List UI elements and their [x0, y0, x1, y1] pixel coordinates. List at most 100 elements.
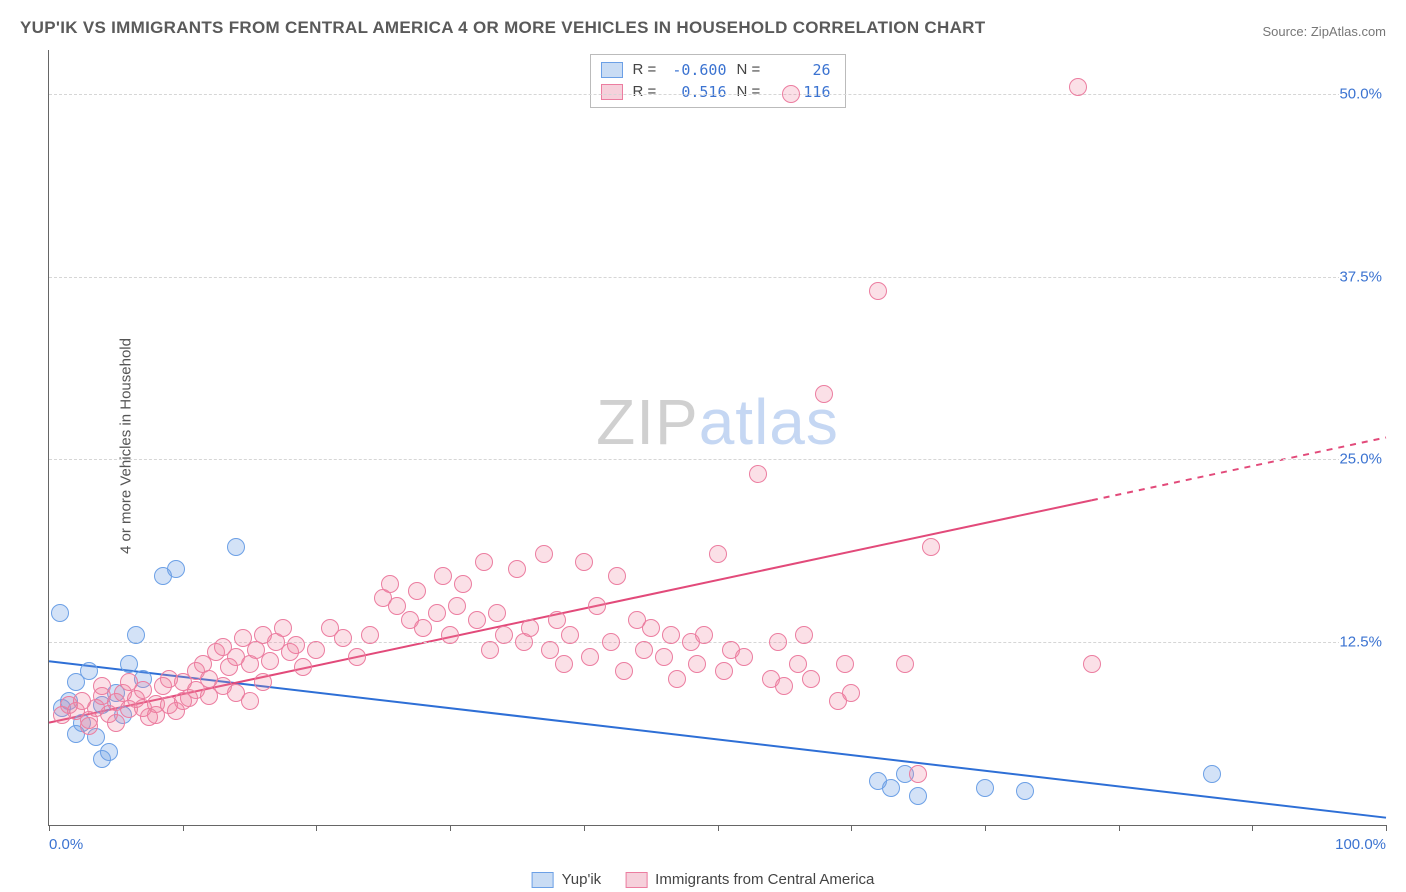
legend-label-n: N =: [737, 81, 765, 103]
swatch-immigrants: [625, 872, 647, 888]
data-point-immigrants: [789, 655, 807, 673]
data-point-immigrants: [1083, 655, 1101, 673]
data-point-immigrants: [815, 385, 833, 403]
data-point-immigrants: [561, 626, 579, 644]
y-tick-label: 37.5%: [1339, 268, 1388, 285]
data-point-immigrants: [508, 560, 526, 578]
data-point-immigrants: [307, 641, 325, 659]
data-point-immigrants: [749, 465, 767, 483]
data-point-yupik: [1203, 765, 1221, 783]
data-point-immigrants: [668, 670, 686, 688]
data-point-immigrants: [688, 655, 706, 673]
data-point-immigrants: [294, 658, 312, 676]
y-tick-label: 25.0%: [1339, 451, 1388, 468]
trend-line-yupik: [49, 661, 1386, 817]
trend-line-dashed-immigrants: [1092, 438, 1386, 501]
data-point-immigrants: [80, 717, 98, 735]
data-point-immigrants: [408, 582, 426, 600]
legend-stats: R = -0.600 N = 26 R = 0.516 N = 116: [590, 54, 846, 108]
data-point-yupik: [909, 787, 927, 805]
data-point-yupik: [1016, 782, 1034, 800]
data-point-immigrants: [1069, 78, 1087, 96]
data-point-immigrants: [575, 553, 593, 571]
legend-item-yupik: Yup'ik: [532, 871, 602, 888]
legend-label-r: R =: [633, 59, 661, 81]
data-point-immigrants: [842, 684, 860, 702]
data-point-immigrants: [695, 626, 713, 644]
data-point-immigrants: [241, 692, 259, 710]
chart-plot-area: ZIPatlas R = -0.600 N = 26 R = 0.516 N =…: [48, 50, 1386, 826]
data-point-immigrants: [160, 670, 178, 688]
x-tick: [1386, 825, 1387, 831]
data-point-immigrants: [541, 641, 559, 659]
data-point-immigrants: [441, 626, 459, 644]
data-point-immigrants: [795, 626, 813, 644]
data-point-immigrants: [909, 765, 927, 783]
legend-label-r: R =: [633, 81, 661, 103]
data-point-yupik: [976, 779, 994, 797]
data-point-immigrants: [555, 655, 573, 673]
x-tick: [450, 825, 451, 831]
data-point-immigrants: [448, 597, 466, 615]
x-tick: [851, 825, 852, 831]
data-point-immigrants: [481, 641, 499, 659]
data-point-immigrants: [836, 655, 854, 673]
data-point-immigrants: [655, 648, 673, 666]
x-tick: [985, 825, 986, 831]
data-point-immigrants: [414, 619, 432, 637]
data-point-immigrants: [896, 655, 914, 673]
data-point-immigrants: [261, 652, 279, 670]
x-tick: [1252, 825, 1253, 831]
legend-series: Yup'ik Immigrants from Central America: [532, 871, 875, 888]
data-point-immigrants: [635, 641, 653, 659]
legend-value-yupik-n: 26: [775, 59, 831, 81]
data-point-immigrants: [775, 677, 793, 695]
data-point-immigrants: [922, 538, 940, 556]
data-point-immigrants: [581, 648, 599, 666]
data-point-immigrants: [274, 619, 292, 637]
data-point-immigrants: [602, 633, 620, 651]
x-tick: [183, 825, 184, 831]
legend-label-yupik: Yup'ik: [562, 871, 602, 888]
data-point-immigrants: [254, 673, 272, 691]
data-point-immigrants: [715, 662, 733, 680]
gridline: [49, 277, 1386, 278]
x-tick: [316, 825, 317, 831]
data-point-yupik: [227, 538, 245, 556]
data-point-immigrants: [735, 648, 753, 666]
legend-label-n: N =: [737, 59, 765, 81]
data-point-yupik: [167, 560, 185, 578]
data-point-immigrants: [93, 677, 111, 695]
data-point-immigrants: [802, 670, 820, 688]
x-tick: [1119, 825, 1120, 831]
legend-value-yupik-r: -0.600: [671, 59, 727, 81]
data-point-immigrants: [468, 611, 486, 629]
data-point-immigrants: [120, 673, 138, 691]
data-point-yupik: [80, 662, 98, 680]
data-point-immigrants: [869, 282, 887, 300]
data-point-yupik: [51, 604, 69, 622]
data-point-yupik: [882, 779, 900, 797]
legend-value-immigrants-r: 0.516: [671, 81, 727, 103]
source-label: Source: ZipAtlas.com: [1262, 24, 1386, 39]
data-point-immigrants: [662, 626, 680, 644]
data-point-immigrants: [521, 619, 539, 637]
data-point-immigrants: [454, 575, 472, 593]
x-tick: [718, 825, 719, 831]
y-tick-label: 50.0%: [1339, 85, 1388, 102]
x-tick-label: 0.0%: [49, 836, 83, 853]
data-point-immigrants: [348, 648, 366, 666]
data-point-immigrants: [535, 545, 553, 563]
data-point-immigrants: [588, 597, 606, 615]
data-point-immigrants: [488, 604, 506, 622]
data-point-immigrants: [147, 706, 165, 724]
data-point-immigrants: [361, 626, 379, 644]
data-point-immigrants: [769, 633, 787, 651]
data-point-immigrants: [381, 575, 399, 593]
data-point-immigrants: [608, 567, 626, 585]
chart-title: YUP'IK VS IMMIGRANTS FROM CENTRAL AMERIC…: [20, 18, 985, 38]
x-tick: [584, 825, 585, 831]
data-point-yupik: [93, 750, 111, 768]
legend-stats-row-yupik: R = -0.600 N = 26: [601, 59, 831, 81]
swatch-yupik: [601, 62, 623, 78]
